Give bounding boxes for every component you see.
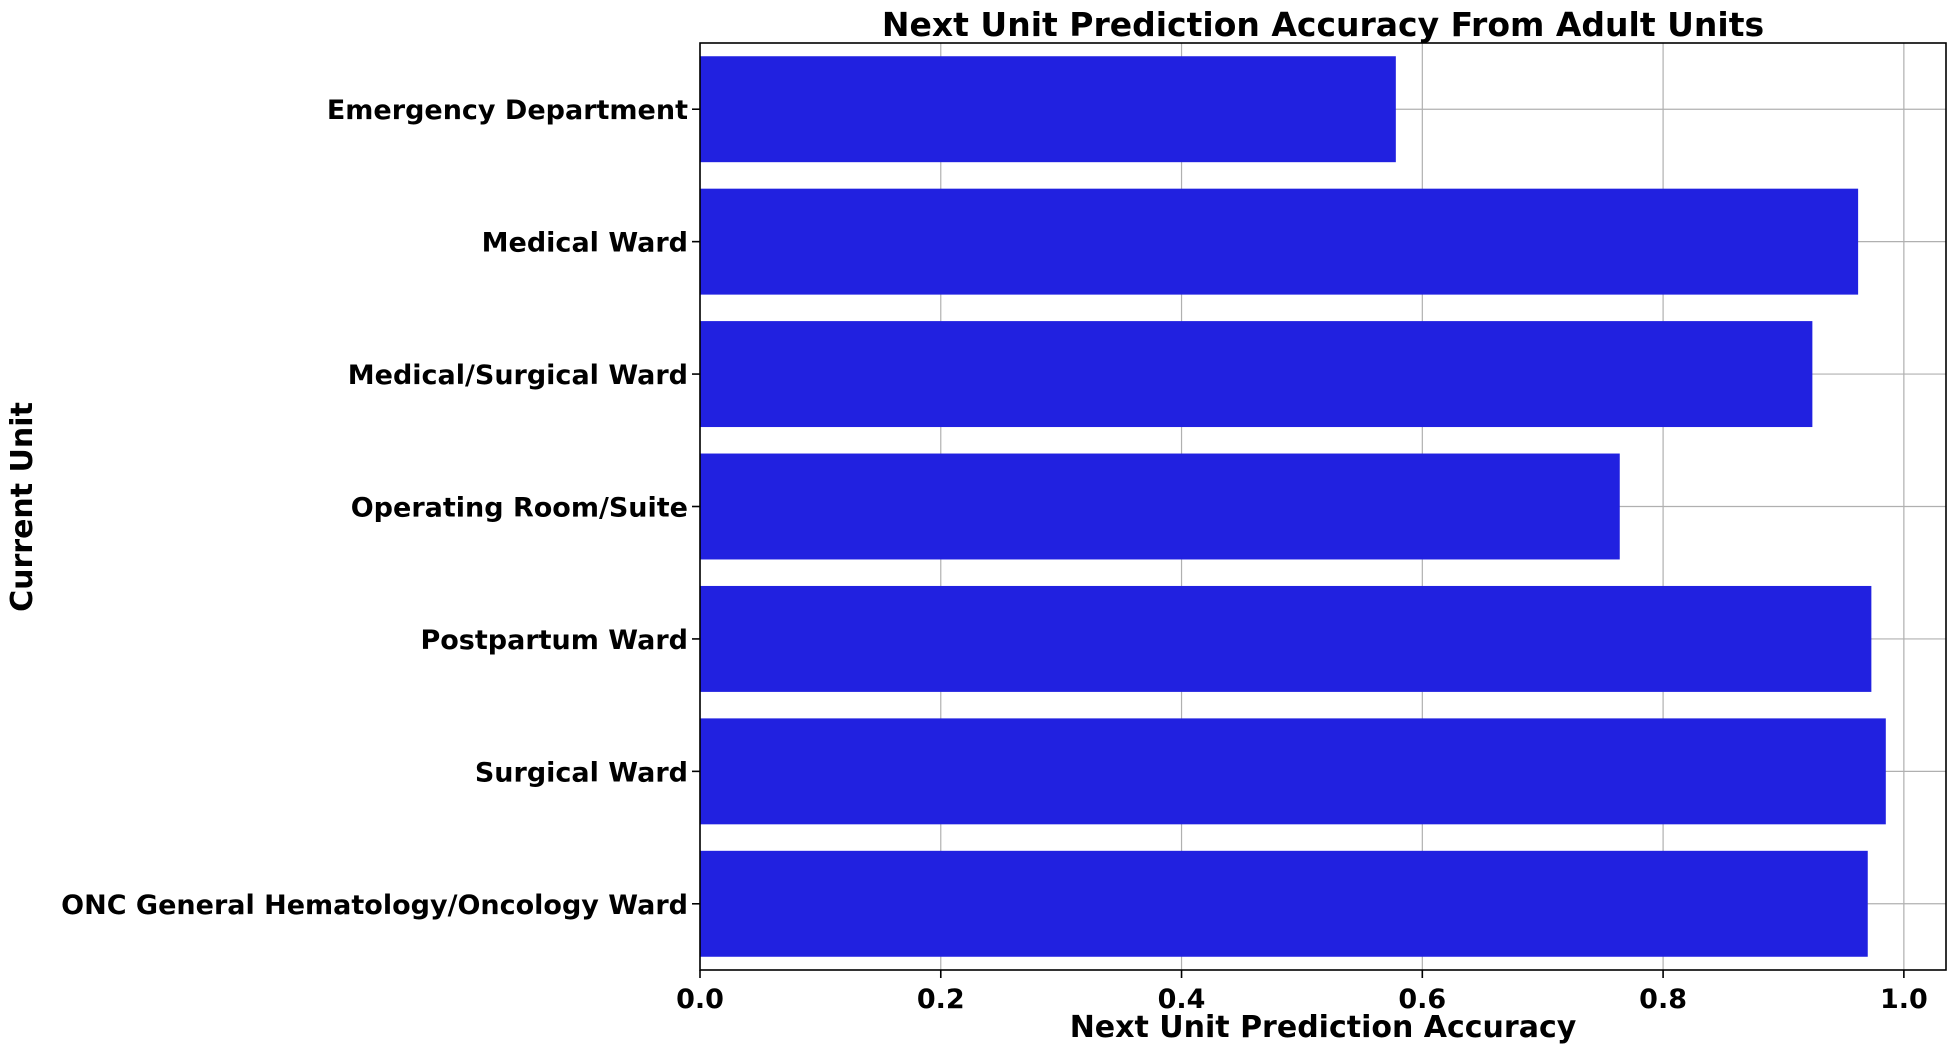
x-tick-label: 0.2: [917, 984, 965, 1015]
y-tick-label: Medical Ward: [482, 228, 688, 259]
y-tick-label: Surgical Ward: [475, 757, 688, 788]
bar: [700, 718, 1886, 825]
bar: [700, 56, 1396, 163]
bar: [700, 585, 1872, 692]
bar: [700, 453, 1620, 560]
bar: [700, 850, 1868, 957]
y-axis-label: Current Unit: [5, 402, 40, 612]
y-tick-label: ONC General Hematology/Oncology Ward: [61, 890, 688, 921]
x-axis-ticks: 0.0 0.2 0.4 0.6 0.8 1.0: [676, 970, 1928, 1015]
y-tick-label: Medical/Surgical Ward: [348, 360, 688, 391]
x-tick-label: 0.4: [1158, 984, 1206, 1015]
x-tick-label: 1.0: [1880, 984, 1928, 1015]
y-axis-ticks: Emergency Department Medical Ward Medical/…: [61, 95, 700, 921]
chart-title: Next Unit Prediction Accuracy From Adult…: [882, 5, 1764, 44]
x-axis-label: Next Unit Prediction Accuracy: [1070, 1010, 1577, 1045]
y-tick-label: Operating Room/Suite: [351, 493, 688, 524]
x-tick-label: 0.0: [676, 984, 724, 1015]
bar: [700, 188, 1859, 295]
y-tick-label: Emergency Department: [327, 95, 688, 126]
x-tick-label: 0.6: [1398, 984, 1446, 1015]
bars: [700, 56, 1886, 957]
x-tick-label: 0.8: [1639, 984, 1687, 1015]
bar: [700, 321, 1813, 428]
y-tick-label: Postpartum Ward: [420, 625, 688, 656]
